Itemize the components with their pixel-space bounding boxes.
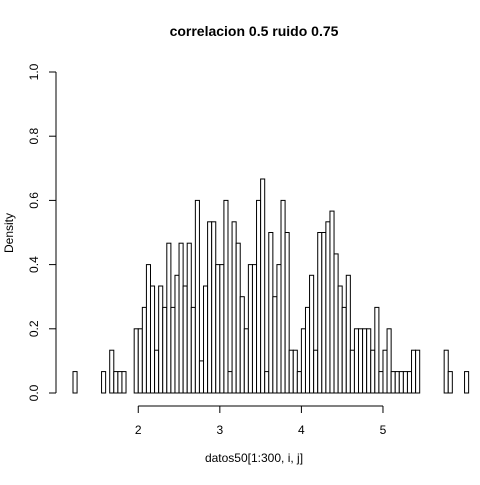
y-tick-label: 0.8 — [27, 128, 41, 145]
histogram-bar — [353, 328, 360, 394]
y-tick-label: 0.4 — [27, 256, 41, 273]
histogram-bar — [158, 285, 164, 394]
histogram-bar — [198, 360, 205, 394]
histogram-bar — [154, 349, 160, 394]
histogram-bar — [464, 371, 470, 394]
histogram-bar — [149, 285, 156, 394]
bars-layer — [72, 178, 470, 394]
histogram-bar — [366, 328, 372, 394]
histogram-bar — [194, 199, 200, 394]
histogram-bar — [145, 264, 151, 394]
y-axis: 0.0 0.2 0.4 0.6 0.8 1.0 — [27, 63, 57, 401]
x-axis: 2 3 4 5 — [135, 405, 387, 437]
histogram-bar — [280, 199, 286, 394]
histogram-bar — [219, 264, 225, 394]
histogram-bar — [447, 371, 453, 394]
histogram-bar — [166, 242, 172, 394]
histogram-bar — [272, 296, 278, 394]
histogram-bar — [309, 274, 315, 394]
histogram-bar — [300, 328, 306, 394]
histogram-bar — [121, 371, 127, 394]
histogram-bar — [292, 349, 298, 394]
histogram-bar — [406, 371, 413, 394]
histogram-bar — [337, 285, 343, 394]
y-tick-label: 0.2 — [27, 320, 41, 337]
histogram-bar — [374, 306, 380, 394]
histogram-bar — [402, 371, 408, 394]
histogram-bar — [117, 371, 123, 394]
histogram-bar — [223, 199, 229, 394]
histogram-bar — [137, 328, 143, 394]
histogram-bar — [109, 349, 115, 394]
histogram-bar — [329, 210, 335, 394]
histogram-bar — [349, 349, 355, 394]
histogram-bar — [235, 242, 241, 394]
histogram-bar — [215, 264, 221, 394]
histogram-bar — [358, 328, 364, 394]
histogram-bar — [411, 349, 417, 394]
histogram-bar — [211, 221, 217, 394]
y-tick-label: 1.0 — [27, 63, 41, 80]
histogram-bar — [370, 349, 376, 394]
histogram-bar — [390, 371, 396, 394]
histogram-bar — [113, 371, 119, 394]
x-tick-label: 3 — [216, 423, 223, 437]
histogram-bar — [345, 274, 351, 394]
histogram-bar — [284, 232, 290, 394]
x-tick-label: 4 — [298, 423, 305, 437]
histogram-bar — [415, 349, 421, 394]
histogram-bar — [296, 371, 302, 394]
y-tick-label: 0.0 — [27, 384, 41, 401]
y-tick-label: 0.6 — [27, 192, 41, 209]
histogram-bar — [398, 371, 404, 394]
histogram-bar — [207, 221, 213, 394]
histogram-bar — [378, 371, 384, 394]
histogram-bar — [186, 242, 192, 394]
histogram-bar — [443, 349, 449, 394]
histogram-bar — [362, 328, 368, 394]
x-tick-label: 5 — [380, 423, 387, 437]
y-axis-label: Density — [2, 213, 16, 253]
histogram-bar — [182, 285, 188, 394]
histogram-bar — [243, 328, 249, 394]
chart-title: correlacion 0.5 ruido 0.75 — [170, 23, 339, 39]
histogram-bar — [325, 221, 331, 394]
histogram-bar — [341, 306, 347, 394]
histogram-bar — [386, 328, 392, 394]
histogram-bar — [268, 232, 274, 394]
histogram-bar — [101, 371, 107, 394]
histogram-bar — [170, 306, 176, 394]
histogram-bar — [178, 242, 184, 394]
histogram-bar — [231, 221, 237, 394]
histogram-bar — [264, 371, 270, 394]
histogram-bar — [72, 371, 78, 394]
histogram-bar — [162, 306, 168, 394]
histogram-bar — [313, 349, 319, 394]
histogram-bar — [260, 178, 266, 394]
histogram-bar — [133, 328, 139, 394]
histogram-bar — [256, 199, 262, 394]
histogram-bar — [227, 371, 233, 394]
histogram-bar — [174, 274, 180, 394]
histogram-bar — [321, 232, 327, 394]
histogram-bar — [317, 232, 323, 394]
histogram-bar — [247, 264, 253, 394]
histogram-bar — [304, 306, 311, 394]
histogram-bar — [288, 349, 294, 394]
histogram-bar — [141, 306, 147, 394]
histogram-bar — [276, 264, 282, 394]
histogram-bar — [251, 264, 258, 394]
histogram-bar — [203, 285, 209, 394]
histogram-bar — [382, 349, 388, 394]
histogram-bar — [239, 296, 245, 394]
x-axis-label: datos50[1:300, i, j] — [205, 451, 303, 465]
histogram-bar — [394, 371, 400, 394]
histogram-bar — [333, 253, 339, 394]
x-tick-label: 2 — [135, 423, 142, 437]
histogram-bar — [190, 306, 196, 394]
